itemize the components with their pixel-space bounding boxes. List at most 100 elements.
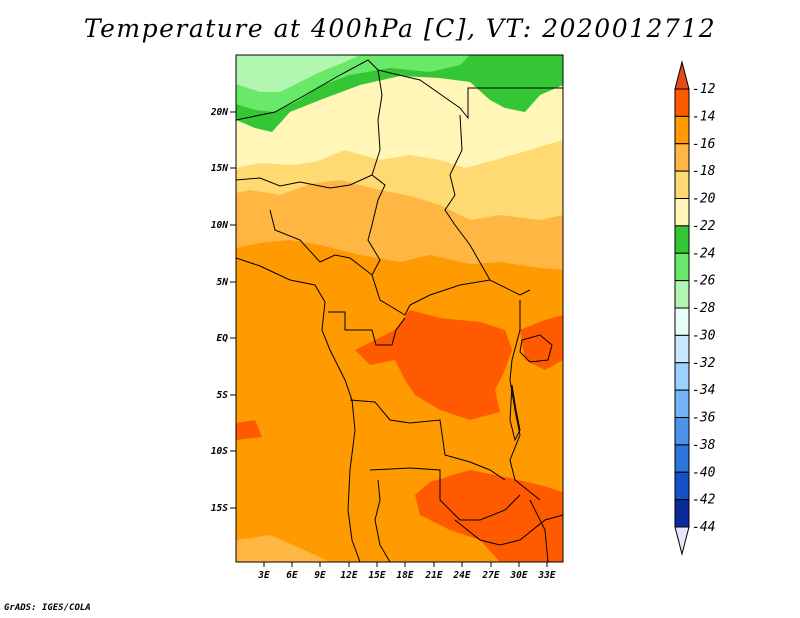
border-car-drc (404, 279, 531, 316)
colorbar-label: -26 (692, 274, 716, 289)
lon-tick: 15E (368, 562, 386, 581)
lat-label-5n: 5N (217, 277, 229, 288)
colorbar-label: -38 (692, 438, 716, 453)
colorbar-swatch (674, 280, 690, 309)
colorbar-label: -36 (692, 411, 716, 426)
colorbar-swatch (674, 334, 690, 364)
colorbar-label: -22 (692, 219, 716, 234)
border-mali-niger (236, 174, 373, 189)
lon-label-30e: 30E (509, 570, 527, 581)
lat-label-10s: 10S (211, 446, 228, 457)
lon-axis: 3E 6E 9E 12E 15E 18E 21E 24E 27E 30E 33E (257, 562, 556, 581)
map-frame (235, 54, 564, 563)
colorbar-label: -14 (692, 109, 715, 124)
lon-tick: 18E (396, 562, 414, 581)
lat-tick: 15N (211, 163, 236, 174)
lat-tick: 10S (211, 446, 236, 457)
lon-tick: 27E (481, 562, 500, 581)
colorbar-label: -12 (692, 82, 716, 97)
lat-label-5s: 5S (217, 390, 229, 401)
field-band-16-sw (236, 535, 330, 562)
lat-tick: 5S (217, 390, 236, 401)
colorbar-swatch (674, 444, 690, 473)
lon-label-33e: 33E (537, 570, 555, 581)
lon-label-18e: 18E (396, 570, 413, 581)
grads-credit: GrADS: IGES/COLA (4, 603, 91, 613)
lon-tick: 24E (452, 562, 471, 581)
field-patch-12-ne (520, 315, 563, 370)
lon-tick: 33E (537, 562, 556, 581)
colorbar-bottom-arrow (674, 526, 690, 556)
colorbar-swatch (674, 417, 690, 446)
colorbar-swatch (674, 170, 690, 199)
lon-label-27e: 27E (481, 570, 499, 581)
colorbar-labels: -12 -14 -16 -18 -20 -22 -24 -26 -28 -30 … (692, 82, 716, 535)
colorbar-swatch (674, 143, 690, 172)
border-nigeria-south (269, 209, 406, 316)
lat-label-15s: 15S (211, 503, 228, 514)
lat-tick: 20N (210, 107, 236, 118)
map-title: Temperature at 400hPa [C], VT: 202001271… (83, 14, 717, 43)
border-drc-angola (349, 399, 506, 481)
border-libya-chad (377, 69, 563, 120)
lake-victoria (519, 334, 553, 363)
lat-label-20n: 20N (210, 107, 228, 118)
lon-tick: 21E (424, 562, 443, 581)
border-zambia-zimbabwe (454, 514, 563, 546)
border-algeria-niger (236, 59, 383, 176)
lon-label-3e: 3E (257, 570, 270, 581)
coastline-west-africa (236, 257, 361, 562)
colorbar-swatch (674, 252, 690, 282)
colorbar-swatch (674, 499, 690, 528)
field-band-26 (236, 55, 360, 92)
colorbar-label: -44 (692, 520, 715, 535)
colorbar-label: -34 (692, 383, 715, 398)
colorbar-swatch (674, 115, 690, 145)
border-namibia-botswana (374, 479, 391, 562)
lake-tanganyika (509, 384, 521, 442)
border-nigeria-chad (367, 174, 386, 276)
lon-tick: 9E (314, 562, 326, 581)
lat-axis: 20N 15N 10N 5N EQ 5S 10S 15S (210, 107, 236, 514)
country-borders (236, 59, 563, 562)
lon-label-12e: 12E (340, 570, 357, 581)
lat-label-eq: EQ (217, 333, 229, 344)
border-angola-zambia (369, 467, 521, 521)
colorbar-label: -24 (692, 246, 715, 261)
colorbar-label: -16 (692, 137, 716, 152)
colorbar-label: -40 (692, 465, 716, 480)
lat-tick: 15S (211, 503, 236, 514)
lon-tick: 12E (340, 562, 358, 581)
lon-tick: 30E (509, 562, 528, 581)
temperature-field (236, 55, 563, 562)
colorbar-swatch (674, 362, 690, 391)
colorbar-top-arrow (674, 60, 690, 90)
colorbar: -12 -14 -16 -18 -20 -22 -24 -26 -28 -30 … (674, 60, 716, 556)
colorbar-label: -28 (692, 301, 716, 316)
lat-label-15n: 15N (211, 163, 228, 174)
lon-tick: 6E (286, 562, 298, 581)
colorbar-swatch (674, 307, 690, 336)
field-patch-12-west (236, 420, 262, 440)
colorbar-label: -30 (692, 328, 716, 343)
lat-tick: 5N (217, 277, 236, 288)
lon-tick: 3E (257, 562, 270, 581)
lon-label-15e: 15E (368, 570, 385, 581)
colorbar-label: -32 (692, 356, 716, 371)
colorbar-swatches (674, 88, 690, 528)
lat-tick: EQ (217, 333, 236, 344)
lon-label-24e: 24E (452, 570, 470, 581)
colorbar-swatch (674, 389, 690, 418)
lon-label-6e: 6E (286, 570, 298, 581)
border-chad-sudan (444, 114, 491, 281)
colorbar-swatch (674, 471, 690, 501)
colorbar-swatch (674, 225, 690, 254)
border-east-lakes (509, 300, 541, 501)
colorbar-label: -42 (692, 493, 716, 508)
colorbar-swatch (674, 88, 690, 117)
colorbar-label: -20 (692, 192, 716, 207)
colorbar-swatch (674, 198, 690, 227)
colorbar-label: -18 (692, 164, 716, 179)
lon-label-21e: 21E (424, 570, 442, 581)
